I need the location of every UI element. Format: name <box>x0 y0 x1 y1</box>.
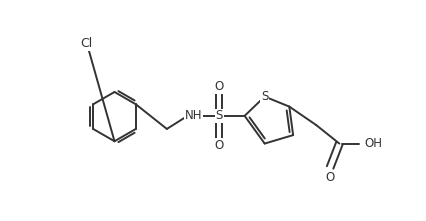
Text: S: S <box>215 109 222 122</box>
Text: S: S <box>260 90 268 103</box>
Text: O: O <box>325 171 334 184</box>
Text: OH: OH <box>363 137 381 150</box>
Text: NH: NH <box>184 109 202 122</box>
Text: Cl: Cl <box>80 37 92 50</box>
Text: O: O <box>214 139 223 152</box>
Text: O: O <box>214 80 223 93</box>
